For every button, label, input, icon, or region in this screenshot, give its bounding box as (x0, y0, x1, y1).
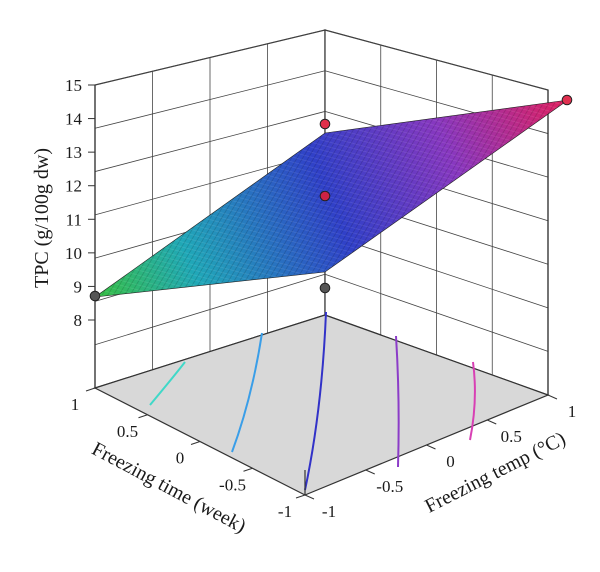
design-point (89, 290, 101, 302)
y-axis-ticks: -1 -0.5 0 0.5 1 (304, 394, 577, 521)
z-axis-ticks: 8 9 10 11 12 13 14 15 (65, 76, 95, 330)
x-tick-mark (85, 387, 96, 392)
y-axis-title: Freezing temp (°C) (421, 428, 569, 518)
z-tick-label: 15 (65, 76, 82, 95)
contour-line (304, 311, 327, 491)
x-tick-mark (243, 467, 253, 472)
z-axis-title: TPC (g/100g dw) (31, 148, 53, 288)
x-tick-label: 0.5 (117, 422, 138, 441)
z-tick-label: 8 (74, 311, 83, 330)
design-points (89, 94, 573, 302)
x-tick-label: -1 (278, 502, 292, 521)
z-tick-label: 12 (65, 177, 82, 196)
y-tick-label: -0.5 (376, 477, 403, 496)
y-tick-mark (304, 494, 315, 500)
design-point (319, 190, 331, 202)
y-tick-label: 1 (568, 402, 577, 421)
z-tick-label: 14 (65, 110, 83, 129)
contour-line (231, 332, 263, 453)
z-tick-label: 11 (66, 210, 82, 229)
x-tick-label: 1 (71, 395, 80, 414)
x-tick-label: 0 (176, 449, 185, 468)
y-tick-label: 0 (446, 452, 455, 471)
y-tick-mark (365, 469, 375, 475)
x-tick-mark (138, 414, 148, 419)
x-axis-ticks: 1 0.5 0 -0.5 -1 (71, 387, 306, 521)
z-tick-label: 13 (65, 143, 82, 162)
y-tick-label: 0.5 (501, 427, 522, 446)
design-point (319, 282, 331, 294)
x-tick-mark (295, 494, 306, 499)
contour-line (469, 361, 476, 441)
contour-line (395, 335, 400, 468)
floor-contours (149, 311, 476, 491)
y-tick-mark (487, 419, 497, 425)
y-tick-mark (547, 394, 558, 400)
x-tick-mark (190, 441, 201, 445)
y-tick-label: -1 (322, 502, 336, 521)
x-tick-label: -0.5 (219, 475, 246, 494)
y-tick-mark (426, 444, 436, 450)
z-tick-label: 9 (74, 277, 83, 296)
z-tick-label: 10 (65, 244, 82, 263)
contour-line (149, 361, 186, 406)
design-point (319, 118, 331, 130)
design-point (561, 94, 573, 106)
